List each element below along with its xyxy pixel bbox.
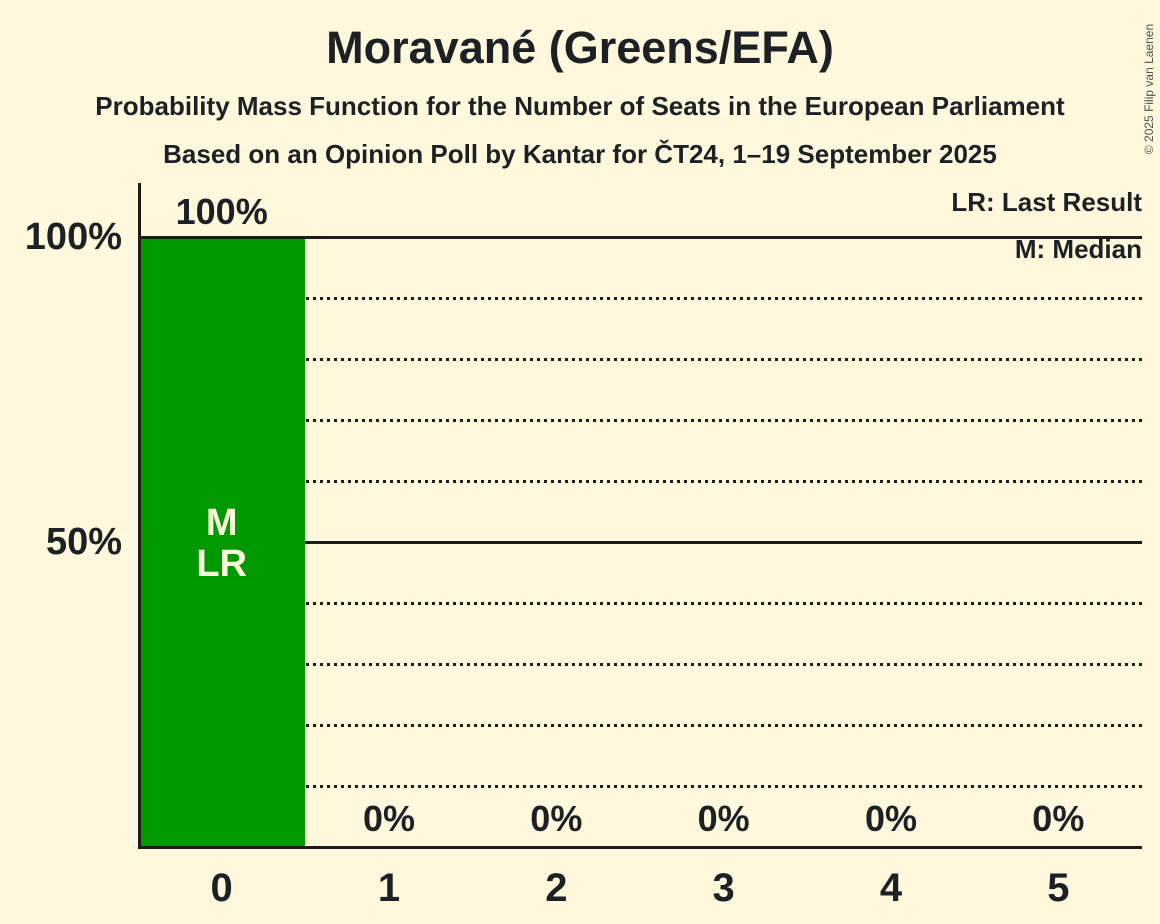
x-tick-label-seat-4: 4: [879, 866, 903, 910]
x-axis-line: [138, 846, 1142, 849]
bar-value-label-seat-1: 0%: [362, 798, 415, 839]
gridline-60pct: [138, 479, 1142, 483]
x-tick-label-seat-5: 5: [1047, 866, 1070, 910]
x-tick-label-seat-0: 0: [210, 866, 233, 910]
bar-seat-0: [140, 238, 306, 846]
legend-last-result: LR: Last Result: [951, 187, 1142, 217]
x-tick-label-seat-1: 1: [377, 866, 401, 910]
chart-subtitle: Probability Mass Function for the Number…: [95, 91, 1065, 121]
gridline-80pct: [138, 357, 1142, 361]
annotation-line-m: M: [205, 502, 238, 545]
x-tick-label-seat-3: 3: [712, 866, 735, 910]
gridline-20pct: [138, 723, 1142, 727]
bar-value-label-seat-5: 0%: [1032, 798, 1085, 839]
y-axis-line: [138, 183, 141, 849]
y-tick-label-100pct: 100%: [24, 216, 122, 258]
bar-value-label-seat-0: 100%: [175, 190, 268, 232]
chart-title: Moravané (Greens/EFA): [326, 22, 834, 73]
bar-annotation-seat-0: M LR: [138, 503, 305, 585]
gridline-90pct: [138, 296, 1142, 300]
bar-value-label-seat-4: 0%: [864, 798, 917, 839]
gridline-70pct: [138, 418, 1142, 422]
x-tick-label-seat-2: 2: [545, 866, 568, 910]
gridline-40pct: [138, 601, 1142, 605]
bar-value-label-seat-2: 0%: [530, 798, 583, 839]
majorline-50pct: [138, 540, 1142, 544]
y-axis-labels: 100% 50%: [0, 0, 122, 924]
annotation-line-lr: LR: [196, 543, 247, 586]
plot-area: 100% 0 0% 1 0% 2 0% 3 0% 4 0% 5 M LR: [138, 183, 1142, 909]
gridline-30pct: [138, 662, 1142, 666]
majorline-100pct: [138, 235, 1142, 239]
y-tick-label-50pct: 50%: [45, 521, 122, 564]
chart-source-line: Based on an Opinion Poll by Kantar for Č…: [163, 139, 997, 169]
gridline-10pct: [138, 784, 1142, 788]
bar-value-label-seat-3: 0%: [697, 798, 750, 839]
legend-median: M: Median: [1014, 234, 1142, 264]
